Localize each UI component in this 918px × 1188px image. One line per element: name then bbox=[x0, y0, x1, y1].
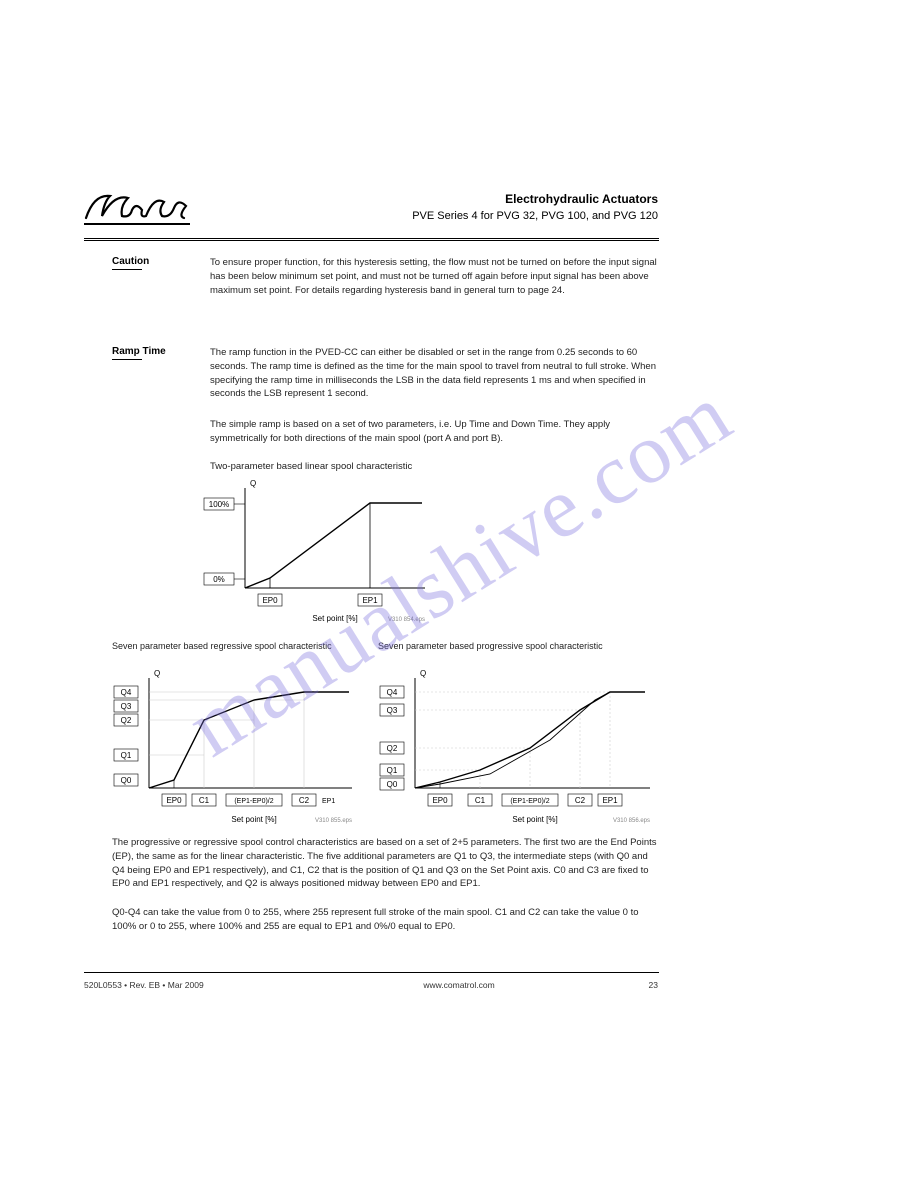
chart-top-yhi: 100% bbox=[209, 500, 229, 509]
svg-text:Q: Q bbox=[420, 670, 426, 678]
footer-page: 23 bbox=[649, 980, 658, 990]
svg-text:C1: C1 bbox=[199, 796, 210, 805]
ramp-body-1: The ramp function in the PVED-CC can eit… bbox=[210, 346, 658, 401]
svg-text:C2: C2 bbox=[299, 796, 310, 805]
chart-top-ylo: 0% bbox=[213, 575, 225, 584]
chart-top-ep1: EP1 bbox=[362, 596, 378, 605]
svg-text:V310 855.eps: V310 855.eps bbox=[315, 818, 352, 824]
chart-top-title: Two-parameter based linear spool charact… bbox=[210, 460, 658, 474]
chart-top-yaxis: Q bbox=[250, 479, 256, 488]
chart-top-xlabel: Set point [%] bbox=[312, 614, 357, 623]
svg-text:Q4: Q4 bbox=[121, 688, 132, 697]
svg-text:EP0: EP0 bbox=[432, 796, 448, 805]
svg-text:C1: C1 bbox=[475, 796, 486, 805]
svg-text:Q3: Q3 bbox=[387, 706, 398, 715]
svg-text:Q: Q bbox=[154, 670, 160, 678]
ramp-body-2: The simple ramp is based on a set of two… bbox=[210, 418, 658, 446]
brand-logo bbox=[84, 188, 194, 230]
chart-top-tag: V310 854.eps bbox=[388, 617, 425, 623]
svg-text:Q1: Q1 bbox=[387, 766, 398, 775]
section-underline bbox=[112, 269, 142, 270]
svg-text:(EP1-EP0)/2: (EP1-EP0)/2 bbox=[510, 798, 549, 805]
chart-linear: 100% 0% EP0 EP1 Q Set point [%] V310 854… bbox=[200, 478, 440, 626]
chart-br-title: Seven parameter based progressive spool … bbox=[378, 640, 618, 653]
section-caution-label: Caution bbox=[112, 256, 149, 267]
svg-text:Q4: Q4 bbox=[387, 688, 398, 697]
svg-text:EP0: EP0 bbox=[166, 796, 182, 805]
ramp-body-4: Q0-Q4 can take the value from 0 to 255, … bbox=[112, 906, 658, 934]
footer-rule bbox=[84, 972, 659, 973]
header-rule-sub bbox=[84, 240, 659, 241]
svg-text:Q0: Q0 bbox=[387, 780, 398, 789]
svg-text:Q2: Q2 bbox=[121, 716, 132, 725]
doc-series: PVE Series 4 for PVG 32, PVG 100, and PV… bbox=[412, 210, 658, 222]
svg-text:(EP1-EP0)/2: (EP1-EP0)/2 bbox=[234, 798, 273, 805]
svg-text:Set point [%]: Set point [%] bbox=[231, 815, 276, 824]
header-rule bbox=[84, 238, 659, 239]
doc-category: Electrohydraulic Actuators bbox=[505, 192, 658, 206]
svg-text:Q3: Q3 bbox=[121, 702, 132, 711]
svg-text:Q0: Q0 bbox=[121, 776, 132, 785]
svg-text:EP1: EP1 bbox=[322, 798, 335, 805]
section-underline bbox=[112, 359, 142, 360]
svg-text:Set point [%]: Set point [%] bbox=[512, 815, 557, 824]
svg-text:C2: C2 bbox=[575, 796, 586, 805]
chart-progressive: Q4 Q3 Q2 Q1 Q0 EP0 C1 (EP1-EP0)/2 C2 EP1… bbox=[370, 670, 660, 830]
caution-body: To ensure proper function, for this hyst… bbox=[210, 256, 658, 297]
svg-text:Q2: Q2 bbox=[387, 744, 398, 753]
section-ramp-label: Ramp Time bbox=[112, 346, 166, 357]
section-caution-title: Caution bbox=[112, 256, 149, 270]
ramp-body-3: The progressive or regressive spool cont… bbox=[112, 836, 658, 891]
chart-bl-title: Seven parameter based regressive spool c… bbox=[112, 640, 352, 653]
svg-text:Q1: Q1 bbox=[121, 751, 132, 760]
svg-text:V310 856.eps: V310 856.eps bbox=[613, 818, 650, 824]
section-ramp-title: Ramp Time bbox=[112, 346, 166, 360]
footer-center: www.comatrol.com bbox=[0, 980, 918, 990]
chart-top-ep0: EP0 bbox=[262, 596, 278, 605]
chart-regressive: Q4 Q3 Q2 Q1 Q0 EP0 C1 (EP1-EP0)/2 C2 EP1… bbox=[104, 670, 364, 830]
svg-text:EP1: EP1 bbox=[602, 796, 618, 805]
